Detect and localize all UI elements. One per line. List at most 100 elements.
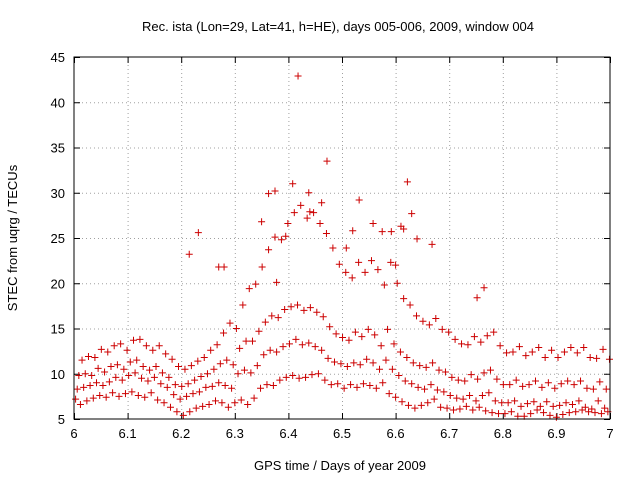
data-point <box>589 385 597 393</box>
data-point <box>205 401 213 409</box>
y-tick-label: 40 <box>51 95 65 110</box>
data-point <box>150 373 158 381</box>
plot-frame <box>73 56 611 420</box>
data-point <box>184 380 192 388</box>
data-point <box>593 354 601 362</box>
data-point <box>496 342 504 350</box>
data-point <box>498 399 506 407</box>
data-point <box>351 328 359 336</box>
data-point <box>385 390 393 398</box>
data-point <box>316 220 324 228</box>
data-point <box>350 359 358 367</box>
x-tick-label: 6.4 <box>279 426 297 441</box>
x-tick-label: 6 <box>70 426 77 441</box>
data-point <box>509 348 517 356</box>
data-point <box>321 376 329 384</box>
data-point <box>419 317 427 325</box>
data-point <box>279 343 287 351</box>
data-point <box>581 403 589 411</box>
data-point <box>393 279 401 287</box>
data-point <box>96 391 104 399</box>
data-point <box>540 409 548 417</box>
data-point <box>588 405 596 413</box>
grid <box>74 57 610 419</box>
data-point <box>86 382 94 390</box>
data-point <box>185 250 193 258</box>
data-point <box>166 403 174 411</box>
data-point <box>384 325 392 333</box>
data-point <box>265 190 273 198</box>
data-point <box>186 408 194 416</box>
data-point <box>435 366 443 374</box>
y-axis-label: STEC from uqrg / TECUs <box>5 164 20 311</box>
data-point <box>266 346 274 354</box>
data-point <box>552 413 560 421</box>
data-point <box>202 383 210 391</box>
data-point <box>322 229 330 237</box>
data-point <box>493 375 501 383</box>
data-point <box>348 274 356 282</box>
data-point <box>176 395 184 403</box>
data-point <box>252 280 260 288</box>
data-point <box>416 362 424 370</box>
data-point <box>112 373 120 381</box>
data-point <box>572 408 580 416</box>
data-point <box>73 385 81 393</box>
data-point <box>464 341 472 349</box>
data-point <box>404 401 412 409</box>
data-point <box>335 260 343 268</box>
data-point <box>337 360 345 368</box>
data-point <box>449 406 457 414</box>
data-point <box>567 344 575 352</box>
data-point <box>601 404 609 412</box>
data-point <box>181 365 189 373</box>
data-point <box>467 371 475 379</box>
data-point <box>549 402 557 410</box>
data-point <box>372 384 380 392</box>
data-point <box>224 403 232 411</box>
data-point <box>573 349 581 357</box>
data-point <box>287 303 295 311</box>
data-point <box>212 397 220 405</box>
data-point <box>250 394 258 402</box>
data-point <box>305 189 313 197</box>
data-point <box>490 328 498 336</box>
data-point <box>377 342 385 350</box>
data-point <box>121 390 129 398</box>
data-point <box>208 382 216 390</box>
data-point <box>168 355 176 363</box>
data-point <box>409 359 417 367</box>
data-point <box>531 377 539 385</box>
data-point <box>577 377 585 385</box>
data-point <box>271 233 279 241</box>
data-point <box>75 372 83 380</box>
data-point <box>401 377 409 385</box>
data-point <box>76 401 84 409</box>
data-point <box>480 284 488 292</box>
data-point <box>358 333 366 341</box>
data-point <box>142 342 150 350</box>
data-point <box>466 391 474 399</box>
y-tick-label: 10 <box>51 367 65 382</box>
data-point <box>253 362 261 370</box>
data-point <box>390 340 398 348</box>
data-point <box>149 346 157 354</box>
data-point <box>504 399 512 407</box>
data-point <box>80 383 88 391</box>
data-point <box>200 353 208 361</box>
data-point <box>387 228 395 236</box>
data-point <box>392 261 400 269</box>
data-point <box>398 398 406 406</box>
data-point <box>107 363 115 371</box>
data-point <box>427 381 435 389</box>
data-point <box>533 406 541 414</box>
data-point <box>117 340 125 348</box>
data-point <box>223 356 231 364</box>
data-point <box>305 339 313 347</box>
data-point <box>175 363 183 371</box>
data-point <box>131 369 139 377</box>
data-point <box>78 356 86 364</box>
data-point <box>392 393 400 401</box>
data-point <box>141 393 149 401</box>
